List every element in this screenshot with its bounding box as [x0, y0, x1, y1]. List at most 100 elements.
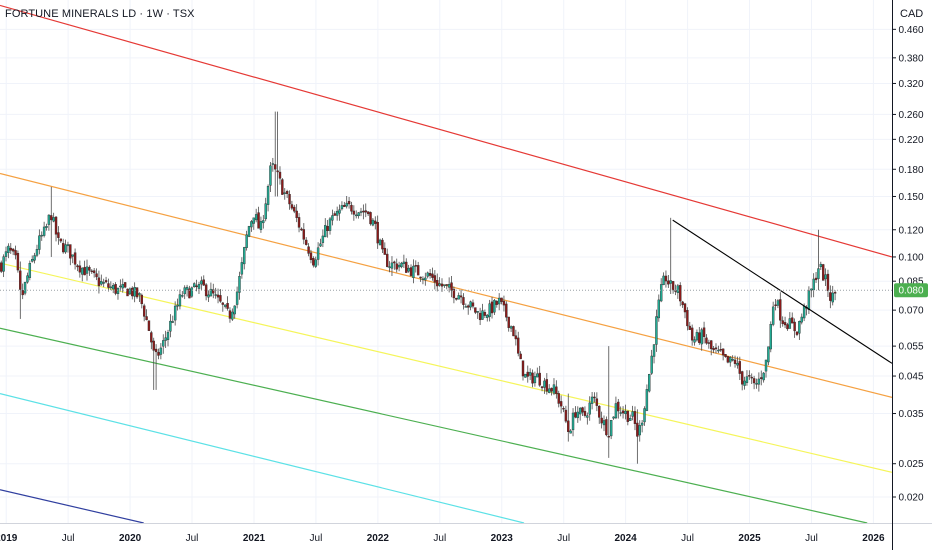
candle-body [262, 220, 265, 224]
candle-body [609, 419, 613, 437]
candle-body [645, 389, 649, 411]
candle-body [76, 265, 79, 268]
candle-body [428, 273, 432, 276]
blue-line [0, 489, 144, 524]
candle-body [705, 337, 708, 344]
candle-body [524, 373, 527, 378]
candle-body [536, 373, 539, 378]
candle-body [419, 276, 422, 279]
candle-body [631, 411, 634, 417]
candle-body [331, 215, 334, 221]
candle-body [250, 221, 253, 228]
candle-body [123, 282, 127, 288]
y-tick-label: 0.380 [898, 53, 923, 64]
x-tick-label: Jul [62, 533, 75, 544]
candle-body [138, 293, 141, 296]
candle-body [347, 200, 351, 205]
candle-body [607, 435, 610, 438]
candle-body [343, 204, 346, 208]
candle-body [233, 305, 236, 315]
candle-body [259, 221, 263, 230]
candle-body [407, 267, 410, 272]
candle-body [245, 234, 248, 248]
candle-body [478, 312, 482, 321]
candle-body [252, 217, 255, 224]
candle-body [40, 234, 43, 237]
candle-body [476, 311, 479, 313]
candle-body [243, 247, 246, 265]
candle-body [185, 286, 189, 290]
candle-body [90, 270, 93, 273]
candle-body [588, 402, 591, 415]
candle-body [202, 279, 205, 286]
candle-body [571, 412, 575, 431]
x-tick-label: 2023 [491, 533, 514, 544]
current-price-marker: 0.080 [0, 283, 928, 298]
grid [0, 0, 892, 523]
candle-body [781, 320, 784, 324]
candle-body [33, 255, 36, 261]
candle-body [11, 248, 15, 252]
candle-body [57, 232, 60, 238]
candle-body [54, 216, 58, 235]
candle-body [14, 250, 17, 256]
candle-body [350, 204, 353, 212]
candle-body [774, 304, 777, 307]
x-tick-label: 2019 [0, 533, 18, 544]
candle-body [283, 192, 286, 194]
yellow-line [0, 262, 893, 473]
y-tick-label: 0.020 [898, 492, 923, 503]
cyan-line [0, 393, 525, 524]
candle-body [374, 220, 377, 224]
candle-body [600, 417, 603, 424]
candle-body [424, 277, 427, 281]
candle-body [433, 275, 437, 283]
candle-body [390, 262, 394, 269]
red-line [0, 4, 893, 258]
candle-body [73, 252, 77, 265]
candle-body [624, 410, 627, 415]
candle-body [786, 324, 789, 330]
candle-body [59, 238, 63, 242]
candle-body [602, 420, 606, 426]
candle-body [264, 203, 267, 220]
candle-body [679, 285, 682, 302]
candle-body [333, 213, 336, 216]
candle-body [355, 214, 358, 217]
candle-body [140, 294, 144, 305]
candle-body [719, 349, 722, 351]
candle-body [376, 221, 379, 244]
candle-body [655, 316, 658, 345]
candle-body [779, 299, 782, 321]
candle-body [26, 275, 29, 283]
candle-body [474, 307, 477, 313]
candle-body [586, 415, 589, 418]
candle-body [16, 252, 20, 271]
candle-body [500, 297, 503, 302]
x-tick-label: 2026 [862, 533, 885, 544]
trend-line-black [672, 219, 893, 364]
candle-body [405, 261, 408, 273]
candle-body [505, 303, 508, 318]
candle-body [538, 372, 541, 386]
candle-body [393, 261, 396, 264]
candle-body [578, 407, 582, 415]
candle-body [776, 300, 780, 306]
candle-body [683, 303, 687, 313]
candle-body [671, 281, 675, 291]
candle-body [519, 353, 522, 360]
candle-body [426, 272, 429, 277]
candle-body [104, 280, 108, 283]
candle-body [338, 209, 341, 214]
x-tick-label: 2021 [243, 533, 266, 544]
candle-body [145, 316, 148, 321]
candle-body [42, 226, 46, 236]
candle-body [695, 332, 699, 341]
candle-body [109, 286, 113, 289]
candle-body [612, 416, 615, 419]
candle-body [295, 210, 298, 219]
candle-body [788, 318, 792, 329]
candle-body [693, 339, 696, 343]
